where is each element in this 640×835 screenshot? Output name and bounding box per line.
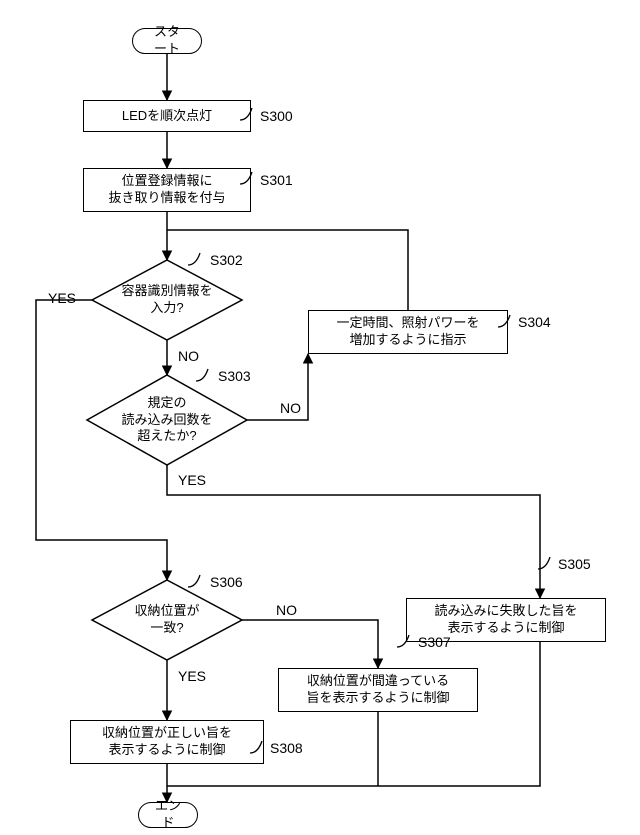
edge-label-d303-no: NO <box>280 400 301 416</box>
decision-s302-label: 容器識別情報を 入力? <box>92 260 242 340</box>
step-label-s304: S304 <box>518 314 551 330</box>
process-s308: 収納位置が正しい旨を 表示するように制御 <box>70 720 264 764</box>
process-s308-text: 収納位置が正しい旨を 表示するように制御 <box>102 725 232 759</box>
process-s300: LEDを順次点灯 <box>83 100 251 132</box>
end-terminal: エンド <box>138 802 198 828</box>
step-label-s300: S300 <box>260 108 293 124</box>
step-label-s302: S302 <box>210 252 243 268</box>
edge-label-d306-yes: YES <box>178 668 206 684</box>
process-s307: 収納位置が間違っている 旨を表示するように制御 <box>278 668 478 712</box>
process-s305-text: 読み込みに失敗した旨を 表示するように制御 <box>434 603 577 637</box>
decision-s303-label: 規定の 読み込み回数を 超えたか? <box>87 375 247 465</box>
step-label-s301: S301 <box>260 172 293 188</box>
step-label-s307: S307 <box>418 634 451 650</box>
edge-label-d302-no: NO <box>178 348 199 364</box>
process-s301: 位置登録情報に 抜き取り情報を付与 <box>83 168 251 212</box>
process-s304: 一定時間、照射パワーを 増加するように指示 <box>308 310 508 354</box>
edge-label-d302-yes: YES <box>48 290 76 306</box>
start-terminal: スタート <box>132 28 202 54</box>
step-label-s308: S308 <box>270 740 303 756</box>
process-s304-text: 一定時間、照射パワーを 増加するように指示 <box>336 315 479 349</box>
process-s307-text: 収納位置が間違っている 旨を表示するように制御 <box>306 673 449 707</box>
decision-s306-label: 収納位置が 一致? <box>92 580 242 660</box>
step-label-s303: S303 <box>218 368 251 384</box>
start-label: スタート <box>149 24 185 58</box>
step-label-s305: S305 <box>558 556 591 572</box>
process-s301-text: 位置登録情報に 抜き取り情報を付与 <box>108 173 225 207</box>
process-s300-text: LEDを順次点灯 <box>122 108 212 125</box>
edge-label-d303-yes: YES <box>178 472 206 488</box>
step-label-s306: S306 <box>210 574 243 590</box>
end-label: エンド <box>155 798 181 832</box>
edge-label-d306-no: NO <box>276 602 297 618</box>
flowchart-canvas: スタート エンド LEDを順次点灯 位置登録情報に 抜き取り情報を付与 一定時間… <box>0 0 640 835</box>
